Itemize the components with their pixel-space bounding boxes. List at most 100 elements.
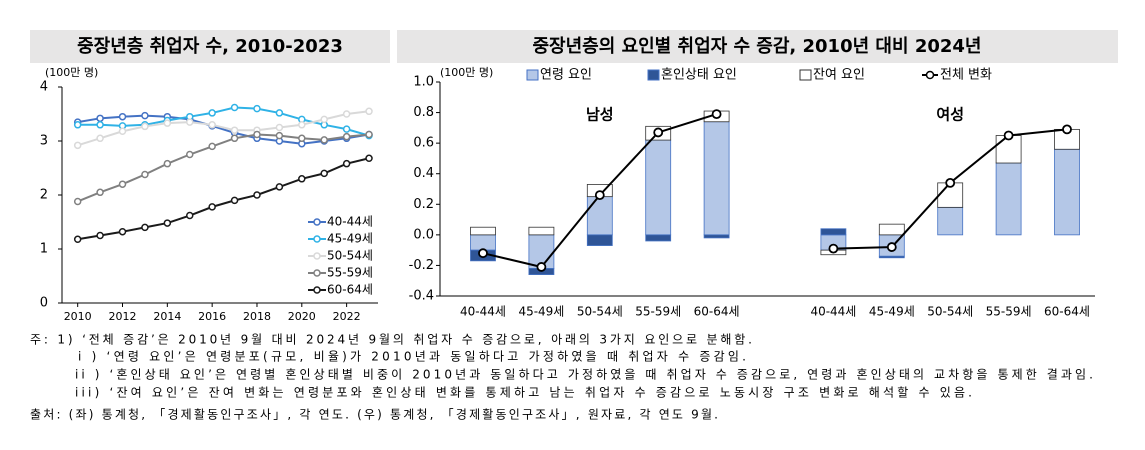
point <box>298 134 306 143</box>
bar <box>878 255 905 259</box>
bar <box>703 121 730 236</box>
group-label: 여성 <box>936 106 964 124</box>
bar <box>470 234 496 251</box>
x-tick-label: 50-54세 <box>577 305 623 319</box>
series-line <box>77 157 370 241</box>
note: 주: 1) ‘전체 증감’은 2010년 9월 대비 2024년 9월의 취업자… <box>30 333 752 347</box>
point <box>536 262 547 272</box>
point <box>342 110 351 118</box>
point <box>230 196 239 205</box>
point <box>73 235 82 244</box>
y-tick-label: -0.4 <box>409 289 434 304</box>
bar <box>995 162 1022 236</box>
legend-label: 연령 요인 <box>540 68 592 83</box>
x-tick-label: 45-49세 <box>518 305 564 319</box>
legend-label: 50-54세 <box>327 249 373 263</box>
point <box>230 126 239 134</box>
point <box>96 121 104 129</box>
point <box>230 134 239 143</box>
point <box>342 159 351 168</box>
point <box>320 115 328 124</box>
legend-swatch <box>799 69 812 81</box>
point <box>141 111 149 120</box>
point <box>275 131 284 140</box>
point <box>253 104 261 113</box>
point <box>342 132 351 141</box>
point <box>653 127 664 138</box>
bar <box>586 196 613 236</box>
point <box>73 197 82 206</box>
x-tick-label: 2014 <box>153 310 181 323</box>
point <box>118 227 127 236</box>
point <box>163 219 172 227</box>
legend-label: 전체 변화 <box>940 68 992 83</box>
y-tick-label: 0.4 <box>413 166 434 181</box>
point <box>96 114 104 123</box>
y-tick-label: 1 <box>40 242 48 257</box>
point <box>96 188 104 197</box>
x-tick-label: 55-59세 <box>986 305 1032 319</box>
point <box>1003 130 1014 141</box>
note: iii) ‘잔여 요인’은 잔여 변화는 연령분포와 혼인상태 변화를 통제하고… <box>75 386 972 400</box>
group-label: 남성 <box>586 106 614 124</box>
point <box>208 203 216 211</box>
point <box>230 103 239 112</box>
source: 출처: (좌) 통계청, 「경제활동인구조사」, 각 연도. (우) 통계청, … <box>30 408 718 422</box>
series-line <box>77 110 370 147</box>
bar <box>703 234 730 239</box>
y-tick-label: 1.0 <box>413 75 434 90</box>
point <box>320 169 328 178</box>
x-tick-label: 2012 <box>109 310 137 323</box>
point <box>118 180 127 188</box>
point <box>298 175 306 183</box>
x-tick-label: 55-59세 <box>635 305 681 319</box>
y-tick-label: 0.8 <box>413 105 434 120</box>
legend-label: 잔여 요인 <box>813 68 865 83</box>
point <box>365 130 373 139</box>
point <box>342 125 351 133</box>
y-tick-label: 0.0 <box>413 227 434 242</box>
point <box>365 154 373 163</box>
point <box>73 121 82 129</box>
point <box>275 123 284 132</box>
legend-marker <box>313 252 321 260</box>
point <box>208 121 216 129</box>
y-tick-label: -0.2 <box>409 258 434 273</box>
point <box>253 130 261 139</box>
point <box>73 141 82 150</box>
point <box>253 191 261 199</box>
y-tick-label: 0 <box>40 296 48 311</box>
bar <box>645 139 672 236</box>
x-tick-label: 2020 <box>288 310 316 323</box>
x-tick-label: 2016 <box>198 310 226 323</box>
bar <box>528 226 555 236</box>
point <box>96 134 104 143</box>
point <box>886 242 897 252</box>
point <box>96 231 104 240</box>
bar <box>645 234 672 242</box>
point <box>828 243 839 254</box>
x-tick-label: 2022 <box>333 310 361 323</box>
bar <box>878 223 905 236</box>
legend-label: 60-64세 <box>327 283 373 297</box>
point <box>365 107 373 116</box>
title-bar <box>30 30 390 63</box>
title-bar <box>397 30 1118 63</box>
bar <box>586 234 613 246</box>
y-tick-label: 0.2 <box>413 197 434 212</box>
note: ii ) ‘혼인상태 요인’은 연령별 혼인상태별 비중이 2010년과 동일하… <box>75 368 1093 382</box>
legend-marker <box>925 70 935 80</box>
point <box>118 127 127 136</box>
x-tick-label: 45-49세 <box>869 305 915 319</box>
point <box>478 248 488 259</box>
legend-marker <box>313 235 321 243</box>
legend-marker <box>313 218 321 226</box>
y-tick-label: 4 <box>40 80 48 95</box>
legend-label: 혼인상태 요인 <box>661 68 737 83</box>
point <box>320 136 328 144</box>
y-tick-label: 2 <box>40 188 48 203</box>
point <box>275 183 284 191</box>
point <box>118 112 127 121</box>
point <box>185 150 194 159</box>
